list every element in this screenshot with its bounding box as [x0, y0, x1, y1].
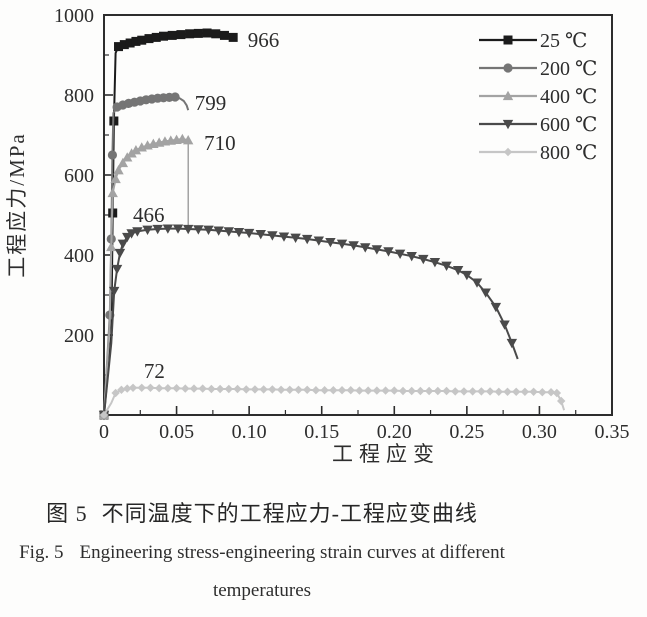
y-tick-label: 1000: [54, 5, 94, 27]
axis-ticks: [104, 14, 577, 415]
caption-english: Fig. 5 Engineering stress-engineering str…: [0, 542, 524, 564]
y-tick-label: 400: [64, 245, 94, 267]
legend-label: 200 ℃: [540, 58, 597, 80]
y-tick-label: 600: [64, 165, 94, 187]
legend: 25 ℃ 200 ℃ 400 ℃ 600 ℃ 800 ℃: [479, 30, 597, 164]
stress-strain-chart: 0 0.05 0.10 0.15 0.20 0.25 0.30 0.35 200 400 600 80…: [5, 5, 630, 466]
x-tick-label: 0.25: [449, 421, 484, 443]
figure-number-cn: 图 5: [46, 501, 88, 526]
x-tick-label: 0.20: [377, 421, 412, 443]
legend-label: 800 ℃: [540, 142, 597, 164]
x-tick-label: 0.35: [595, 421, 630, 443]
x-axis-title: 工程应变: [332, 442, 440, 466]
value-annotations: 966 799 710 466 72: [133, 28, 279, 383]
legend-entry: 800 ℃: [479, 142, 597, 164]
figure-caption: 图 5 不同温度下的工程应力-工程应变曲线 Fig. 5 Engineering s…: [0, 496, 524, 602]
plot-axes: [103, 14, 613, 416]
value-label: 799: [195, 91, 227, 115]
legend-entry: 600 ℃: [479, 114, 597, 136]
figure-number-en: Fig. 5: [19, 542, 64, 563]
caption-title-en: Engineering stress-engineering strain cu…: [79, 542, 505, 563]
value-label: 966: [248, 28, 279, 52]
x-tick-label: 0.05: [159, 421, 194, 443]
series-25℃: [99, 28, 238, 420]
legend-entry: 400 ℃: [479, 86, 597, 108]
legend-entry: 25 ℃: [479, 30, 587, 52]
caption-title-cn: 不同温度下的工程应力-工程应变曲线: [101, 501, 478, 526]
x-tick-label: 0.15: [304, 421, 339, 443]
value-label: 466: [133, 203, 165, 227]
legend-label: 400 ℃: [540, 86, 597, 108]
caption-chinese: 图 5 不同温度下的工程应力-工程应变曲线: [0, 496, 524, 528]
legend-entry: 200 ℃: [479, 58, 597, 80]
x-tick-label: 0.30: [522, 421, 557, 443]
x-tick-label: 0: [99, 421, 109, 443]
value-label: 72: [144, 359, 165, 383]
x-tick-label: 0.10: [232, 421, 267, 443]
legend-label: 600 ℃: [540, 114, 597, 136]
value-label: 710: [204, 131, 236, 155]
series-400℃: [98, 133, 194, 420]
series-600℃: [98, 224, 519, 421]
tick-labels: 0 0.05 0.10 0.15 0.20 0.25 0.30 0.35 200 400 600 80…: [54, 5, 630, 443]
y-tick-label: 800: [64, 85, 94, 107]
y-tick-label: 200: [64, 325, 94, 347]
caption-english-line2: temperatures: [212, 580, 312, 601]
series-800℃: [99, 383, 566, 420]
legend-label: 25 ℃: [540, 30, 587, 52]
y-axis-title: 工程应力/MPa: [5, 132, 29, 278]
